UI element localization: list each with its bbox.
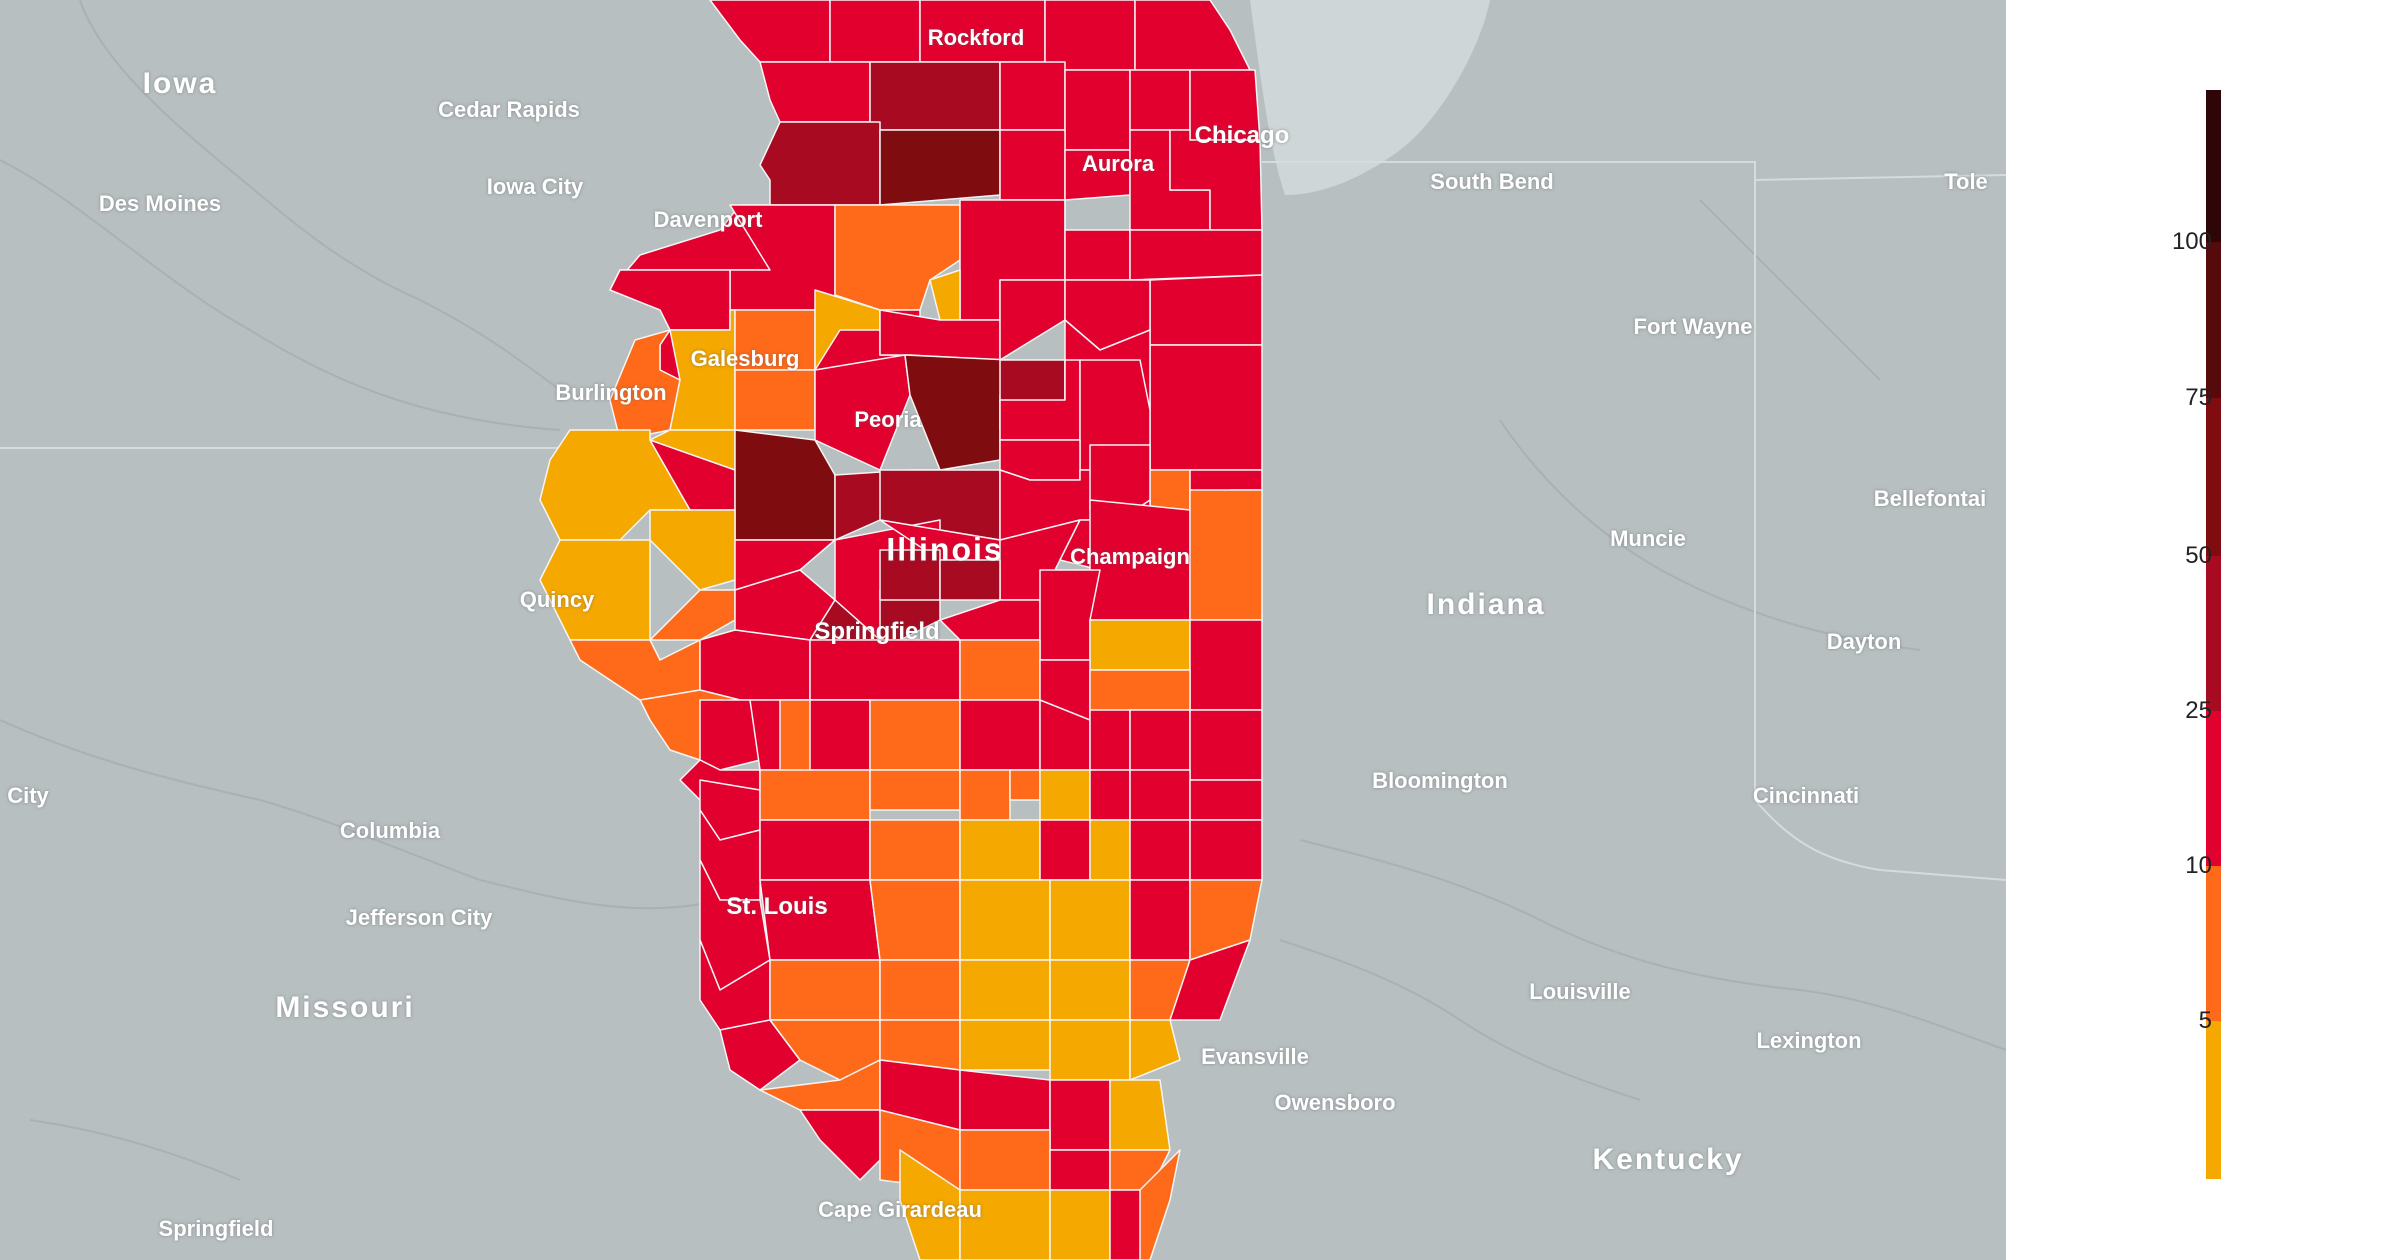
legend-segment-5-10	[2206, 866, 2221, 1021]
illinois-counties	[539, 0, 1263, 1260]
city-label-columbia: Columbia	[339, 818, 441, 843]
city-label-davenport: Davenport	[653, 207, 763, 232]
legend-tick-75: 75	[2185, 384, 2212, 411]
city-label-kansas-city: City	[7, 783, 49, 808]
legend-segment-50-75	[2206, 398, 2221, 556]
city-label-louisville: Louisville	[1529, 979, 1631, 1004]
city-label-st-louis: St. Louis	[726, 893, 828, 920]
legend-segment-under-5	[2206, 1021, 2221, 1179]
state-label-illinois: Illinois	[886, 531, 1004, 568]
city-label-burlington: Burlington	[555, 380, 667, 405]
color-legend: 100 75 50 25 10 5	[2050, 80, 2350, 1200]
city-label-iowa-city: Iowa City	[486, 174, 584, 199]
legend-tick-25: 25	[2185, 697, 2212, 724]
legend-segment-over-100	[2206, 90, 2221, 242]
city-label-peoria: Peoria	[854, 407, 922, 432]
city-label-cincinnati: Cincinnati	[1752, 783, 1860, 808]
state-label-iowa: Iowa	[142, 67, 218, 100]
city-label-muncie: Muncie	[1610, 526, 1686, 551]
city-label-springfield-mo: Springfield	[158, 1216, 274, 1241]
city-label-jefferson-city: Jefferson City	[345, 905, 493, 930]
city-label-bellefontaine: Bellefontai	[1873, 486, 1987, 511]
city-label-lexington: Lexington	[1756, 1028, 1862, 1053]
map-canvas[interactable]: Iowa Illinois Indiana Missouri Kentucky …	[0, 0, 2006, 1260]
city-label-galesburg: Galesburg	[690, 346, 800, 371]
lake-michigan	[1250, 0, 1490, 195]
city-label-south-bend: South Bend	[1430, 169, 1554, 194]
city-label-springfield-il: Springfield	[814, 618, 940, 645]
legend-segment-10-25	[2206, 711, 2221, 866]
state-label-indiana: Indiana	[1426, 588, 1546, 621]
legend-segment-75-100	[2206, 242, 2221, 398]
city-label-evansville: Evansville	[1201, 1044, 1309, 1069]
legend-tick-50: 50	[2185, 542, 2212, 569]
city-label-fort-wayne: Fort Wayne	[1633, 314, 1753, 339]
city-label-bloomington: Bloomington	[1372, 768, 1508, 793]
city-label-rockford: Rockford	[927, 25, 1025, 50]
state-borders	[0, 161, 2006, 881]
city-label-owensboro: Owensboro	[1274, 1090, 1396, 1115]
city-label-cape-girardeau: Cape Girardeau	[818, 1197, 982, 1222]
city-label-cedar-rapids: Cedar Rapids	[438, 97, 580, 122]
city-label-des-moines: Des Moines	[98, 191, 222, 216]
rivers	[0, 0, 2006, 1181]
legend-tick-10: 10	[2185, 852, 2212, 879]
legend-tick-100: 100	[2171, 228, 2212, 255]
city-label-quincy: Quincy	[519, 587, 595, 612]
city-label-dayton: Dayton	[1826, 629, 1902, 654]
city-label-champaign: Champaign	[1070, 544, 1190, 569]
city-label-chicago: Chicago	[1194, 122, 1290, 149]
legend-tick-5: 5	[2198, 1007, 2212, 1034]
city-label-toledo: Tole	[1944, 169, 1988, 194]
map-svg	[0, 0, 2006, 1260]
state-label-kentucky: Kentucky	[1592, 1143, 1744, 1176]
city-label-aurora: Aurora	[1081, 151, 1155, 176]
state-label-missouri: Missouri	[275, 991, 415, 1024]
legend-segment-25-50	[2206, 556, 2221, 711]
